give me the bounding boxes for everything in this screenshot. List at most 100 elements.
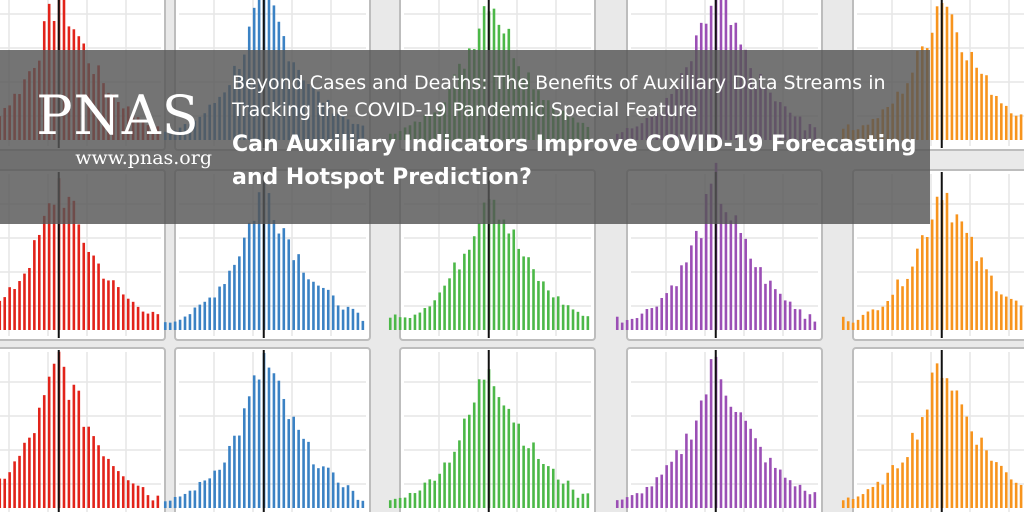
histogram-bar [141, 311, 145, 330]
histogram-bar [586, 316, 590, 330]
histogram-bar [846, 497, 850, 508]
histogram-bar [896, 279, 899, 330]
histogram-bar [769, 457, 772, 508]
histogram-bar [788, 301, 792, 330]
histogram-bar [482, 202, 486, 330]
histogram-bar [23, 273, 26, 330]
histogram-bar [112, 466, 115, 508]
histogram-bar [774, 467, 777, 508]
histogram-bar [561, 483, 565, 508]
histogram-bar [77, 224, 81, 330]
histogram-bar [876, 310, 880, 330]
histogram-bar [393, 498, 397, 508]
histogram-bar [950, 14, 954, 141]
histogram-bar [117, 287, 120, 330]
histogram-bar [453, 451, 456, 508]
histogram-bar [351, 308, 355, 330]
histogram-bar [1000, 103, 1003, 140]
histogram-bar [282, 228, 286, 330]
histogram-bar [690, 439, 693, 508]
histogram-bar [537, 280, 540, 330]
histogram-bar [685, 433, 688, 508]
histogram-bar [168, 322, 172, 330]
histogram-bar [749, 428, 752, 508]
histogram-bar [985, 269, 988, 330]
histogram-bar [581, 315, 585, 330]
histogram-bar [336, 482, 340, 508]
histogram-bar [8, 472, 11, 508]
histogram-bar [52, 363, 56, 508]
histogram-bar [257, 192, 261, 330]
histogram-bar [72, 200, 76, 330]
histogram-bar [331, 472, 335, 508]
histogram-bar [193, 490, 197, 508]
histogram-bar [950, 222, 954, 330]
histogram-bar [267, 367, 271, 508]
histogram-bar [507, 233, 511, 330]
histogram-bar [438, 473, 441, 508]
histogram-bar [18, 281, 21, 330]
histogram-bar [945, 378, 949, 508]
histogram-bar [1014, 115, 1018, 140]
histogram-bar [156, 314, 160, 330]
histogram-bar [547, 466, 550, 508]
histogram-bar [935, 6, 939, 140]
histogram-bar [62, 207, 66, 330]
histogram-bar [537, 458, 540, 508]
histogram-bar [635, 493, 639, 508]
histogram-bar [660, 474, 664, 508]
histogram-bar [925, 237, 929, 330]
histogram-bar [188, 314, 192, 330]
histogram-bar [188, 490, 192, 508]
histogram-bar [813, 492, 817, 508]
histogram-bar [297, 429, 300, 508]
histogram-bar [783, 300, 787, 330]
histogram-bar [680, 454, 683, 508]
histogram-bar [759, 267, 762, 330]
histogram-bar [351, 490, 355, 508]
histogram-bar [625, 320, 629, 330]
histogram-bar [645, 309, 649, 330]
pnas-url: www.pnas.org [75, 147, 212, 169]
histogram-bar [851, 322, 855, 330]
histogram-bar [23, 442, 26, 508]
histogram-bar [97, 263, 100, 330]
histogram-bar [744, 238, 747, 330]
histogram-bar [945, 6, 949, 141]
histogram-bar [680, 265, 683, 330]
histogram-bar [146, 313, 150, 330]
headline-block: Beyond Cases and Deaths: The Benefits of… [232, 70, 922, 194]
histogram-bar [87, 251, 90, 330]
histogram-bar [861, 314, 865, 330]
histogram-bar [975, 444, 978, 508]
histogram-bar [107, 280, 110, 330]
histogram-bar [675, 286, 678, 330]
histogram-bar [724, 395, 728, 508]
histogram-bar [965, 232, 969, 330]
histogram-bar [361, 320, 365, 330]
histogram-bar [871, 486, 875, 508]
histogram-bar [448, 462, 451, 508]
histogram-bar [393, 314, 397, 330]
histogram-bar [0, 300, 2, 330]
histogram-bar [183, 493, 187, 508]
histogram-bar [92, 255, 95, 330]
histogram-bar [467, 414, 471, 508]
histogram-bar [242, 408, 246, 508]
histogram-bar [788, 480, 792, 508]
histogram-bar [218, 286, 221, 330]
histogram-bar [670, 461, 673, 508]
histogram-bar [346, 306, 350, 330]
histogram-bar [131, 301, 135, 330]
histogram-bar [302, 272, 305, 330]
histogram-bar [233, 435, 236, 508]
histogram-bar [326, 289, 330, 330]
histogram-bar [851, 498, 855, 508]
histogram-bar [749, 258, 752, 330]
histogram-bar [178, 319, 182, 330]
histogram-bar [970, 431, 973, 508]
histogram-bar [527, 257, 530, 330]
histogram-bar [423, 482, 427, 508]
histogram-bar [945, 192, 949, 330]
histogram-bar [361, 500, 365, 508]
